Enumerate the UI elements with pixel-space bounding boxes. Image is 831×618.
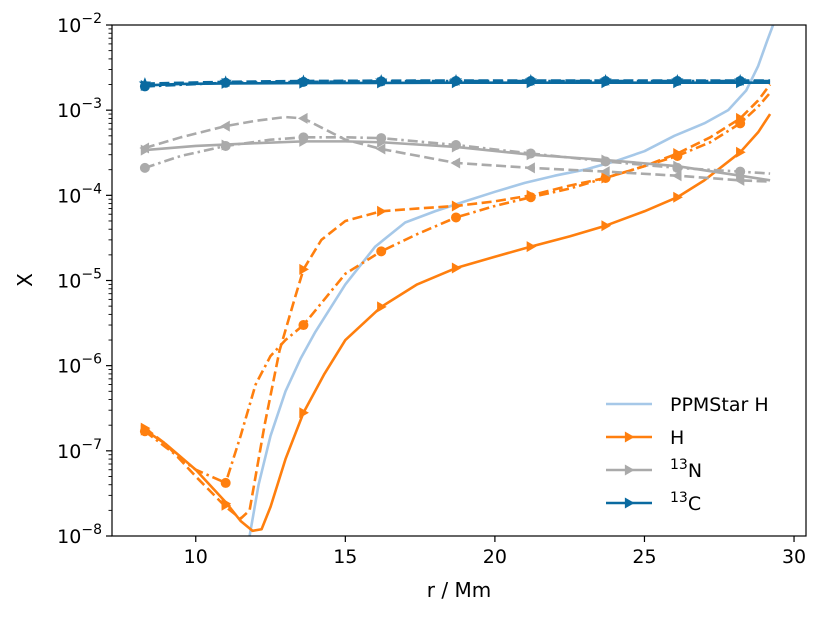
data-point-13n-dashed xyxy=(297,112,308,124)
data-point-13c-dash-dot xyxy=(735,76,746,87)
series-ppmstar-h xyxy=(248,25,775,536)
data-point-13c-dash-dot xyxy=(298,76,309,87)
data-point-13n-dash-dot xyxy=(451,139,462,150)
data-point-13n-dashed xyxy=(600,166,610,178)
data-point-h-solid xyxy=(377,301,387,313)
legend: PPMStar H H 13N 13C xyxy=(606,394,769,515)
data-point-13c-dash-dot xyxy=(376,76,387,87)
data-point-h-dash-dot xyxy=(298,320,309,331)
data-point-h-dashed xyxy=(451,200,462,212)
data-point-13n-dash-dot xyxy=(298,132,309,143)
data-point-h-dash-dot xyxy=(220,477,231,488)
legend-label: H xyxy=(670,427,684,449)
data-point-13c-dash-dot xyxy=(600,76,611,87)
data-point-h-solid xyxy=(601,220,612,232)
y-tick-label: 10−8 xyxy=(57,522,102,548)
legend-label: 13C xyxy=(670,490,701,515)
data-point-h-dash-dot xyxy=(376,246,387,257)
legend-marker xyxy=(624,464,635,476)
legend-marker xyxy=(624,497,635,509)
series-line-13n-dashed xyxy=(144,115,771,183)
data-point-13c-dash-dot xyxy=(672,76,683,87)
series-layer xyxy=(138,25,775,536)
data-point-h-solid xyxy=(299,407,309,419)
data-point-h-dashed xyxy=(377,205,387,217)
series-line-h-dash-dot xyxy=(144,91,772,485)
legend-item-h: H xyxy=(606,427,684,449)
y-axis-label: X xyxy=(13,273,37,287)
y-tick-label: 10−7 xyxy=(57,437,102,463)
data-point-13n-dashed xyxy=(525,162,535,174)
data-point-13n-dashed xyxy=(375,143,386,155)
data-point-13c-dash-dot xyxy=(525,76,536,87)
data-point-h-solid xyxy=(673,191,683,203)
legend-item-13n: 13N xyxy=(606,457,702,482)
data-point-13c-dash-dot xyxy=(220,77,231,88)
data-point-13n-dash-dot xyxy=(376,133,387,144)
data-point-h-dash-dot xyxy=(139,426,150,437)
series-line-ppmstar-h xyxy=(248,25,775,536)
data-point-13n-dash-dot xyxy=(600,156,611,167)
data-point-h-solid xyxy=(736,146,746,158)
data-point-13n-dashed xyxy=(450,157,461,169)
y-tick-label: 10−6 xyxy=(57,352,102,378)
legend-label: PPMStar H xyxy=(670,394,769,416)
data-point-h-dash-dot xyxy=(735,118,746,129)
y-tick-label: 10−5 xyxy=(57,267,102,293)
data-point-13n-dashed xyxy=(139,142,150,154)
data-point-h-dashed xyxy=(221,499,232,511)
series-h-dash-dot xyxy=(139,91,772,488)
y-tick-label: 10−4 xyxy=(57,181,102,207)
data-point-13n-dash-dot xyxy=(525,148,536,159)
data-point-13n-dash-dot xyxy=(220,140,231,151)
data-point-h-dashed xyxy=(299,263,309,275)
data-point-13n-dashed xyxy=(671,170,682,182)
data-point-h-dash-dot xyxy=(451,212,462,223)
data-point-h-dash-dot xyxy=(672,150,683,161)
y-tick-label: 10−2 xyxy=(57,11,102,37)
data-point-13c-dash-dot xyxy=(139,81,150,92)
data-point-13n-dash-dot xyxy=(139,162,150,173)
series-13n-dash-dot xyxy=(139,132,771,177)
x-tick-label: 30 xyxy=(782,546,806,568)
data-point-13n-dash-dot xyxy=(735,166,746,177)
x-axis: 10 15 20 25 30 xyxy=(184,536,806,568)
y-axis: 10−8 10−7 10−6 10−5 10−4 10−3 10−2 xyxy=(57,11,112,548)
data-point-13c-dash-dot xyxy=(451,76,462,87)
series-line-13c-dash-dot xyxy=(144,79,771,88)
x-axis-label: r / Mm xyxy=(427,578,491,602)
data-point-h-solid xyxy=(526,241,537,253)
data-point-13n-dashed xyxy=(220,120,230,132)
x-tick-label: 20 xyxy=(483,546,507,568)
series-13n-dashed xyxy=(139,112,771,186)
x-tick-label: 10 xyxy=(184,546,208,568)
data-point-13n-dashed xyxy=(734,174,745,186)
data-point-h-dash-dot xyxy=(525,192,536,203)
legend-label: 13N xyxy=(670,457,702,482)
legend-item-ppmstar-h: PPMStar H xyxy=(606,394,769,416)
x-tick-label: 15 xyxy=(333,546,357,568)
legend-marker xyxy=(624,431,635,443)
data-point-h-solid xyxy=(451,262,462,274)
data-point-13n-dash-dot xyxy=(672,162,683,173)
legend-item-13c: 13C xyxy=(606,490,701,515)
x-tick-label: 25 xyxy=(632,546,656,568)
series-13c-dash-dot xyxy=(139,76,771,92)
y-tick-label: 10−3 xyxy=(57,96,102,122)
